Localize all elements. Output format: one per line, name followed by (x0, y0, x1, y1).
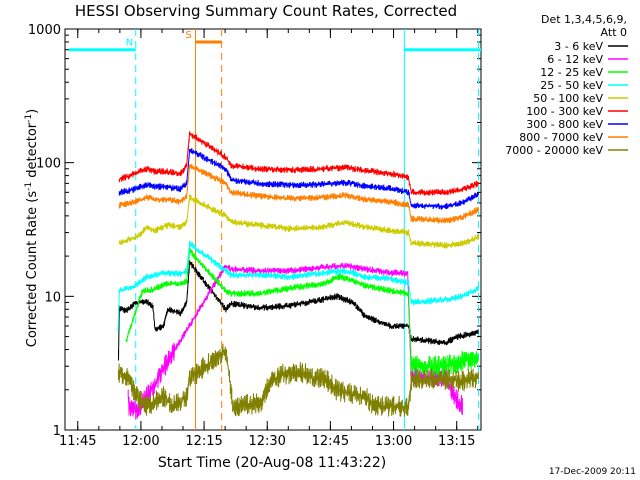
footer-date: 17-Dec-2009 20:11 (549, 467, 636, 477)
series-line (118, 164, 479, 224)
axis-ticks: 11:45 12:00 12:15 12:30 12:45 13:00 13:15 1 10 10… (28, 23, 481, 449)
x-tick-label: 12:00 (122, 434, 159, 449)
x-axis-label: Start Time (20-Aug-08 11:43:22) (158, 455, 386, 471)
y-tick-label: 1 (53, 424, 61, 439)
series-line (118, 260, 479, 361)
series-line (117, 240, 479, 334)
series-group (117, 131, 479, 420)
x-tick-label: 13:15 (438, 434, 475, 449)
y-tick-label: 1000 (28, 23, 61, 38)
legend-label: 300 - 800 keV (526, 118, 603, 131)
x-tick-label: 12:45 (312, 434, 349, 449)
series-line (118, 131, 479, 196)
legend-label: 6 - 12 keV (547, 53, 603, 66)
x-tick-label: 13:00 (375, 434, 412, 449)
legend-label: 100 - 300 keV (526, 105, 603, 118)
y-axis-label: Corrected Count Rate (s-1 detector-1) (24, 109, 40, 347)
x-tick-label: 12:15 (185, 434, 222, 449)
flag-label: N (126, 38, 133, 49)
series-line (125, 247, 479, 377)
flag-label: S (186, 30, 192, 41)
legend-label: 800 - 7000 keV (519, 131, 603, 144)
legend-label: 50 - 100 keV (533, 92, 603, 105)
series-line (118, 148, 479, 210)
series-line (118, 343, 479, 417)
y-axis-label-part: ) (25, 109, 40, 114)
y-axis-label-sup: -1 (24, 182, 34, 191)
y-axis-label-sup: -1 (24, 114, 34, 123)
legend-label: 25 - 50 keV (540, 79, 603, 92)
y-axis-label-part: Corrected Count Rate (s (25, 191, 40, 348)
x-tick-label: 11:45 (59, 434, 96, 449)
legend-header: Det 1,3,4,5,6,9, (541, 13, 627, 26)
legend-label: 3 - 6 keV (554, 40, 603, 53)
chart-title: HESSI Observing Summary Count Rates, Cor… (75, 2, 457, 20)
series-line (118, 194, 479, 249)
y-axis-label-part: detector (25, 122, 40, 182)
plot-frame (64, 28, 482, 431)
series-line (127, 262, 463, 420)
y-tick-label: 10 (44, 290, 61, 305)
x-tick-label: 12:30 (248, 434, 285, 449)
legend-label: 7000 - 20000 keV (505, 144, 603, 157)
legend-label: 12 - 25 keV (540, 66, 603, 79)
flag-group: NS (68, 30, 481, 52)
legend-header: Att 0 (601, 26, 627, 39)
y-tick-label: 100 (36, 157, 61, 172)
